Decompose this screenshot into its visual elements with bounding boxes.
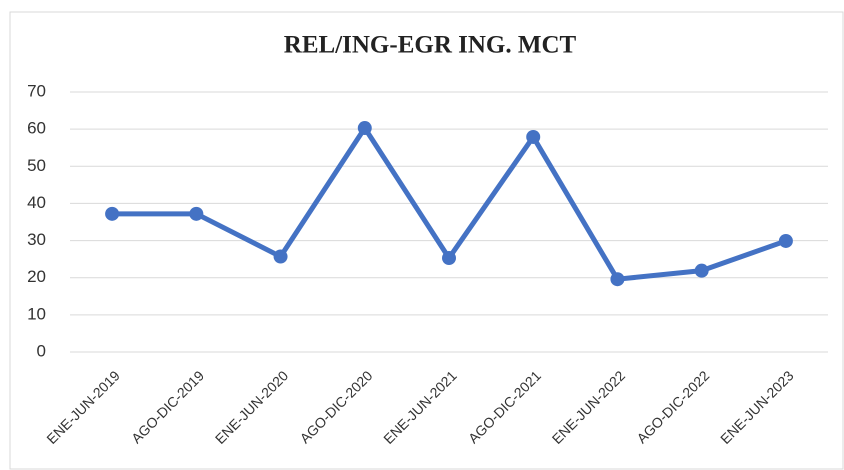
y-tick-label: 50 [27,156,46,175]
y-tick-label: 60 [27,119,46,138]
y-tick-label: 40 [27,193,46,212]
point-marker [442,251,456,266]
y-tick-label: 70 [27,81,46,100]
y-tick-label: 10 [27,304,46,323]
point-marker [357,121,372,136]
point-marker [694,263,709,278]
point-marker [189,206,204,221]
chart-title: REL/ING-EGR ING. MCT [284,32,577,59]
point-marker [273,249,288,264]
point-marker [105,206,120,221]
point-marker [526,129,541,144]
y-tick-label: 20 [27,267,46,286]
point-marker [610,272,625,287]
point-marker [778,233,793,248]
y-tick-label: 0 [37,341,46,360]
y-tick-label: 30 [27,230,46,249]
